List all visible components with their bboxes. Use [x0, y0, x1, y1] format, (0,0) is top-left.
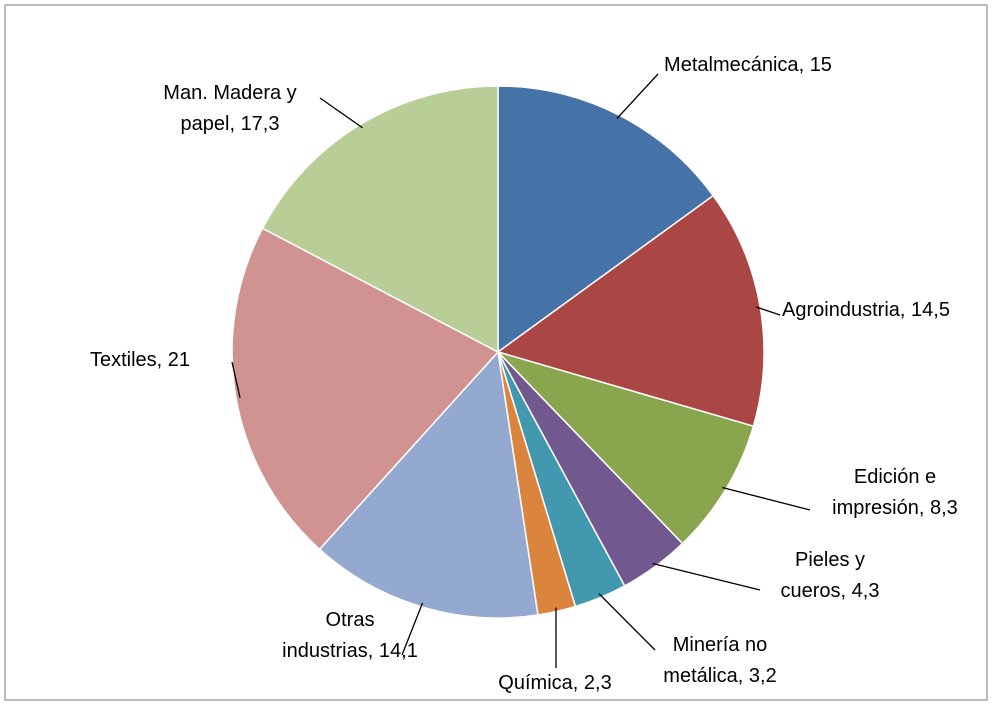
data-label: Otras industrias, 14,1	[282, 609, 418, 662]
value-label: 14,1	[378, 640, 418, 662]
data-label: Pieles y cueros, 4,3	[780, 549, 880, 602]
category-label: Edición e impresión	[832, 466, 937, 519]
pie-slice	[497, 85, 715, 354]
category-label: Metalmecánica	[664, 54, 799, 76]
pie-slice	[261, 85, 499, 354]
data-label: Edición e impresión, 8,3	[832, 466, 958, 519]
value-label: 3,2	[748, 665, 777, 687]
data-label: Química, 2,3	[498, 672, 612, 694]
category-label: Textiles	[89, 349, 157, 371]
data-label: Minería no metálica, 3,2	[663, 634, 777, 687]
pie-slice	[496, 194, 765, 428]
leader-line	[755, 306, 781, 316]
data-label: Metalmecánica, 15	[664, 54, 832, 76]
leader-line	[722, 486, 811, 511]
category-label: Pieles y cueros	[780, 549, 866, 602]
category-label: Agroindustria	[782, 299, 900, 321]
leader-line	[616, 73, 659, 119]
value-label: 17,3	[240, 113, 280, 135]
category-label: Man. Madera y papel	[163, 82, 297, 135]
pie-slice	[231, 227, 500, 551]
value-label: 14,5	[911, 299, 950, 321]
data-label: Man. Madera y papel, 17,3	[163, 82, 297, 135]
value-label: 8,3	[930, 497, 958, 519]
leader-line	[652, 562, 761, 591]
pie-slice	[495, 350, 755, 545]
leader-line	[231, 361, 241, 398]
category-label: Otras industrias	[282, 609, 375, 662]
category-label: Química	[498, 672, 573, 694]
leader-line	[319, 97, 363, 129]
leader-line	[598, 593, 656, 651]
value-label: 15	[809, 54, 832, 76]
value-label: 2,3	[583, 672, 612, 694]
category-label: Minería no metálica	[663, 634, 768, 687]
leader-line	[401, 602, 424, 656]
data-label: Agroindustria, 14,5	[782, 299, 950, 321]
value-label: 4,3	[851, 580, 880, 602]
value-label: 21	[167, 349, 191, 371]
data-label: Textiles, 21	[89, 349, 191, 371]
